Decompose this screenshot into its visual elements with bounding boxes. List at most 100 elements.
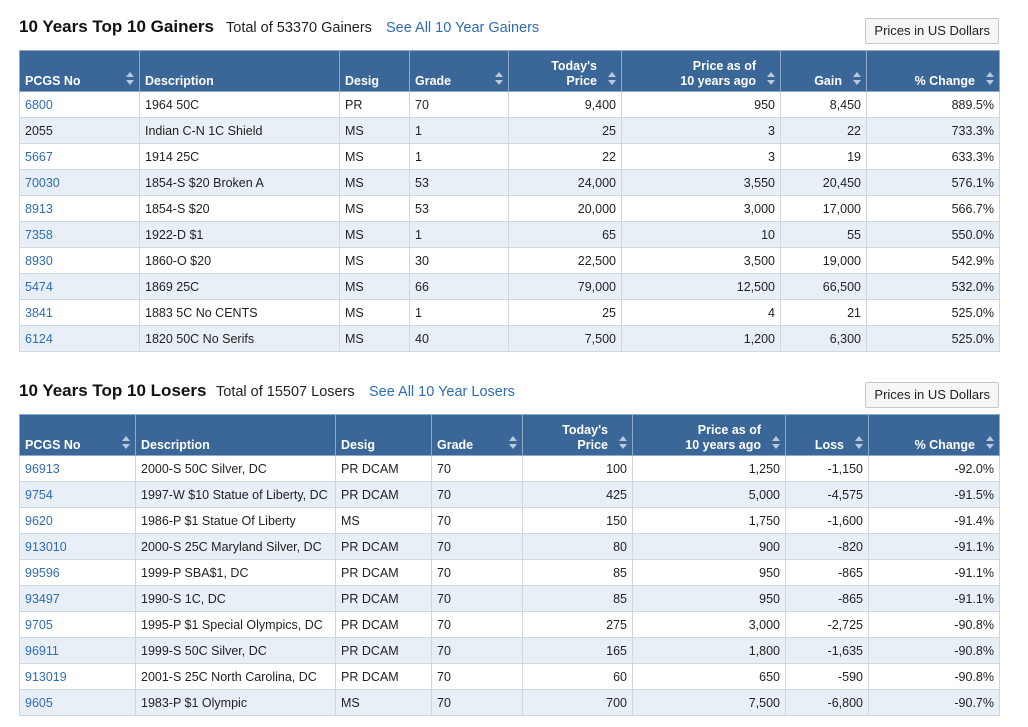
price-10-years-ago-cell: 950 <box>632 559 786 586</box>
pcgs-number-link[interactable]: 9605 <box>25 695 53 710</box>
see-all-losers-link[interactable]: See All 10 Year Losers <box>369 384 515 400</box>
price-10-years-ago-cell: 7,500 <box>632 689 786 716</box>
todays-price-cell: 9,400 <box>508 91 622 118</box>
pcgs-number-cell: 5667 <box>19 143 140 170</box>
grade-cell: 1 <box>409 143 509 170</box>
percent-change-cell: -92.0% <box>868 455 1000 482</box>
see-all-gainers-link[interactable]: See All 10 Year Gainers <box>386 20 540 36</box>
pcgs-number-link[interactable]: 3841 <box>25 305 53 320</box>
gainers-header: 10 Years Top 10 Gainers Total of 53370 G… <box>19 16 999 50</box>
change-cell: 55 <box>780 221 867 248</box>
grade-cell: 70 <box>431 637 523 664</box>
todays-price-cell: 79,000 <box>508 273 622 300</box>
column-header-price-10-years-ago[interactable]: Price as of 10 years ago <box>621 50 781 92</box>
price-10-years-ago-cell: 10 <box>621 221 781 248</box>
pcgs-number-link[interactable]: 9754 <box>25 487 53 502</box>
pcgs-number-cell: 6124 <box>19 325 140 352</box>
grade-cell: 30 <box>409 247 509 274</box>
pcgs-number-link[interactable]: 96911 <box>25 643 59 658</box>
designation-cell: MS <box>335 507 432 534</box>
losers-total: Total of 15507 Losers <box>216 384 355 400</box>
change-cell: -1,600 <box>785 507 869 534</box>
description-cell: 2001-S 25C North Carolina, DC <box>135 663 336 690</box>
grade-cell: 1 <box>409 299 509 326</box>
description-cell: 1964 50C <box>139 91 340 118</box>
pcgs-number-link[interactable]: 99596 <box>25 565 60 580</box>
column-header-price-10-years-ago[interactable]: Price as of 10 years ago <box>632 414 786 456</box>
pcgs-number-cell: 96911 <box>19 637 136 664</box>
sort-icon <box>126 72 134 85</box>
designation-cell: MS <box>339 299 410 326</box>
sort-icon <box>986 436 994 449</box>
change-cell: 8,450 <box>780 91 867 118</box>
description-cell: 1999-P SBA$1, DC <box>135 559 336 586</box>
column-header-percent-change[interactable]: % Change <box>868 414 1000 456</box>
designation-cell: MS <box>339 247 410 274</box>
sort-icon <box>619 436 627 449</box>
percent-change-cell: 566.7% <box>866 195 1000 222</box>
percent-change-cell: 525.0% <box>866 299 1000 326</box>
prices-currency-button[interactable]: Prices in US Dollars <box>865 382 999 408</box>
column-header-todays-price[interactable]: Today's Price <box>522 414 633 456</box>
column-header-gain[interactable]: Gain <box>780 50 867 92</box>
prices-currency-button[interactable]: Prices in US Dollars <box>865 18 999 44</box>
gainers-table-body: 6800 1964 50C PR 70 9,400 950 8,450 889.5% 2055 I… <box>19 91 1000 352</box>
pcgs-number-link[interactable]: 913010 <box>25 539 67 554</box>
todays-price-cell: 25 <box>508 117 622 144</box>
todays-price-cell: 425 <box>522 481 633 508</box>
pcgs-number-link[interactable]: 8930 <box>25 253 53 268</box>
pcgs-number-link[interactable]: 5667 <box>25 149 53 164</box>
pcgs-number-link[interactable]: 93497 <box>25 591 60 606</box>
change-cell: 6,300 <box>780 325 867 352</box>
pcgs-number-cell: 96913 <box>19 455 136 482</box>
change-cell: 19 <box>780 143 867 170</box>
designation-cell: MS <box>339 117 410 144</box>
table-row: 5474 1869 25C MS 66 79,000 12,500 66,500 532.0% <box>19 273 1000 300</box>
pcgs-number-cell: 7358 <box>19 221 140 248</box>
pcgs-number-cell: 3841 <box>19 299 140 326</box>
percent-change-cell: 733.3% <box>866 117 1000 144</box>
todays-price-cell: 80 <box>522 533 633 560</box>
pcgs-number-link[interactable]: 70030 <box>25 175 60 190</box>
pcgs-number-link[interactable]: 6800 <box>25 97 53 112</box>
percent-change-cell: -91.4% <box>868 507 1000 534</box>
price-10-years-ago-cell: 950 <box>632 585 786 612</box>
column-header-percent-change[interactable]: % Change <box>866 50 1000 92</box>
column-header-grade[interactable]: Grade <box>431 414 523 456</box>
pcgs-number-link[interactable]: 7358 <box>25 227 53 242</box>
percent-change-cell: -91.1% <box>868 559 1000 586</box>
pcgs-number-link[interactable]: 8913 <box>25 201 53 216</box>
pcgs-number-link[interactable]: 6124 <box>25 331 53 346</box>
percent-change-cell: -90.8% <box>868 663 1000 690</box>
column-header-todays-price[interactable]: Today's Price <box>508 50 622 92</box>
column-header-pcgs-no[interactable]: PCGS No <box>19 414 136 456</box>
pcgs-number-link[interactable]: 5474 <box>25 279 53 294</box>
sort-icon <box>122 436 130 449</box>
column-header-pcgs-no[interactable]: PCGS No <box>19 50 140 92</box>
price-10-years-ago-cell: 3,500 <box>621 247 781 274</box>
column-header-grade[interactable]: Grade <box>409 50 509 92</box>
sort-icon <box>853 72 861 85</box>
pcgs-number-link[interactable]: 913019 <box>25 669 67 684</box>
price-10-years-ago-cell: 3,550 <box>621 169 781 196</box>
gainers-section: 10 Years Top 10 Gainers Total of 53370 G… <box>19 16 1000 352</box>
todays-price-cell: 275 <box>522 611 633 638</box>
pcgs-number-link[interactable]: 9705 <box>25 617 53 632</box>
description-cell: 1999-S 50C Silver, DC <box>135 637 336 664</box>
table-row: 96911 1999-S 50C Silver, DC PR DCAM 70 165 1,… <box>19 637 1000 664</box>
description-cell: 1854-S $20 Broken A <box>139 169 340 196</box>
pcgs-number-link[interactable]: 9620 <box>25 513 53 528</box>
todays-price-cell: 60 <box>522 663 633 690</box>
column-header-loss[interactable]: Loss <box>785 414 869 456</box>
gainers-table: PCGS No Description Desig Grade Today's P… <box>19 50 1000 352</box>
percent-change-cell: -91.1% <box>868 533 1000 560</box>
change-cell: 21 <box>780 299 867 326</box>
designation-cell: PR DCAM <box>335 455 432 482</box>
description-cell: 1860-O $20 <box>139 247 340 274</box>
percent-change-cell: -91.1% <box>868 585 1000 612</box>
grade-cell: 70 <box>431 507 523 534</box>
percent-change-cell: 532.0% <box>866 273 1000 300</box>
table-row: 9754 1997-W $10 Statue of Liberty, DC PR D… <box>19 481 1000 508</box>
pcgs-number-link[interactable]: 96913 <box>25 461 60 476</box>
percent-change-cell: 889.5% <box>866 91 1000 118</box>
